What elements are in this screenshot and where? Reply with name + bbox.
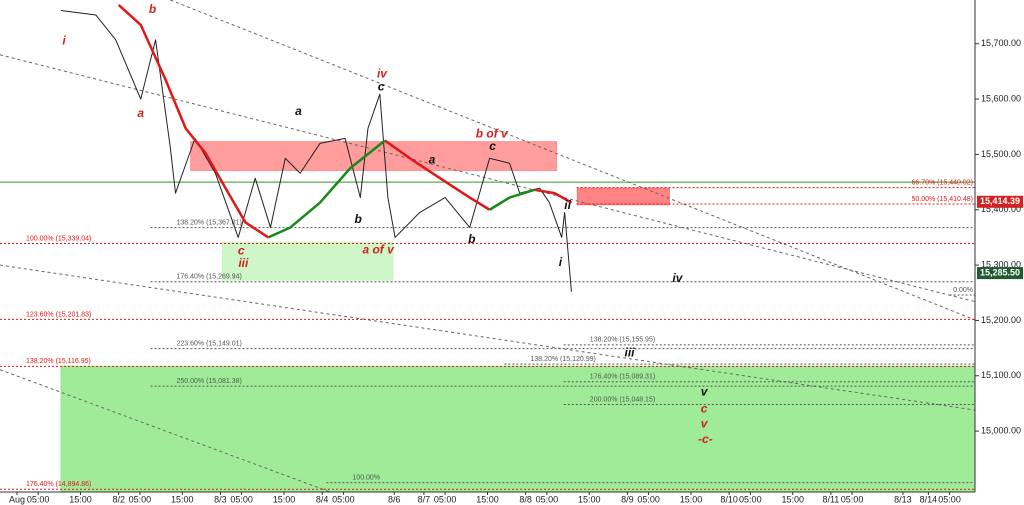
fib-label: 176.40% (15,269.94)	[176, 274, 241, 281]
fib-label: 223.60% (15,149.01)	[176, 340, 241, 347]
wave-label: b	[355, 212, 362, 226]
x-tick-label: 8/3	[214, 494, 227, 504]
wave-label: -c-	[698, 432, 713, 446]
price-tag-label: 15,414.39	[980, 196, 1020, 206]
wave-label: a	[429, 153, 436, 167]
wave-label: i	[62, 34, 66, 48]
x-tick-label: 15:00	[781, 494, 804, 504]
wave-label: ii	[564, 198, 571, 212]
wave-label: b	[468, 232, 475, 246]
price-tag-label: 15,285.50	[980, 267, 1020, 277]
fib-label: 200.00% (15,048.15)	[590, 396, 655, 403]
trendline	[0, 369, 331, 493]
fib-label: 100.00% (15,339.04)	[26, 235, 91, 242]
y-tick-label: 15,700.00	[981, 38, 1021, 48]
fib-label: 250.00% (15,081.38)	[176, 378, 241, 385]
trendline	[0, 54, 976, 303]
x-tick-label: 8/6	[388, 494, 401, 504]
wave-label: i	[559, 255, 563, 269]
fib-label: 100.00%	[352, 474, 380, 481]
x-tick-label: 05:00	[938, 494, 961, 504]
x-tick-label: 05:00	[536, 494, 559, 504]
wave-label: b	[149, 2, 156, 16]
zone	[222, 241, 394, 281]
wave-label: iii	[625, 345, 636, 359]
trendline	[0, 264, 976, 411]
y-tick-label: 15,100.00	[981, 370, 1021, 380]
fib-label: 66.70% (15,440.02)	[912, 179, 974, 186]
wave-label: c	[701, 402, 708, 416]
zone	[190, 141, 558, 171]
price	[60, 10, 572, 292]
fib-label: 138.20% (15,116.95)	[26, 358, 91, 365]
x-tick-label: 8/11	[822, 494, 839, 504]
x-tick-label: 8/7	[418, 494, 431, 504]
x-tick-label: 8/14	[920, 494, 938, 504]
x-tick-label: 8/9	[621, 494, 634, 504]
fib-label: 176.40% (14,894.86)	[26, 481, 91, 488]
y-tick-label: 15,200.00	[981, 315, 1021, 325]
y-tick-label: 15,600.00	[981, 93, 1021, 103]
wave-label: c	[378, 80, 385, 94]
x-tick-label: 05:00	[332, 494, 355, 504]
x-tick-label: 15:00	[171, 494, 194, 504]
wave-label: iii	[238, 256, 249, 270]
wave-label: a	[295, 104, 302, 118]
wave-label: iv	[377, 66, 388, 80]
moving-average	[117, 4, 573, 239]
x-tick-label: 05:00	[637, 494, 660, 504]
x-tick-label: 05:00	[841, 494, 864, 504]
wave-label: c	[489, 139, 496, 153]
x-tick-label: 05:00	[230, 494, 253, 504]
x-tick-label: 8/4	[316, 494, 329, 504]
wave-label: b of v	[476, 127, 509, 141]
y-tick-label: 15,500.00	[981, 149, 1021, 159]
x-tick-label: Aug	[9, 494, 25, 504]
y-tick-label: 15,400.00	[981, 204, 1021, 214]
fib-label: 50.00% (15,410.48)	[912, 196, 974, 203]
y-tick-label: 15,000.00	[981, 425, 1021, 435]
price-tag	[977, 267, 1023, 280]
x-tick-label: 05:00	[434, 494, 457, 504]
x-tick-label: 15:00	[680, 494, 703, 504]
x-tick-label: 8/8	[519, 494, 532, 504]
wave-label: c	[238, 243, 245, 257]
wave-label: v	[701, 385, 709, 399]
wave-label: iv	[672, 271, 683, 285]
price-tag	[977, 195, 1023, 208]
zone	[60, 365, 976, 493]
fib-label: 176.40% (15,089.31)	[590, 374, 655, 381]
y-tick-label: 15,300.00	[981, 259, 1021, 269]
fib-label: 138.20% (15,367.81)	[176, 219, 241, 226]
wave-label: a of v	[362, 242, 395, 256]
zone	[576, 187, 670, 206]
x-tick-label: 8/10	[720, 494, 738, 504]
x-tick-label: 15:00	[476, 494, 499, 504]
fib-label: 138.20% (15,120.99)	[530, 356, 595, 363]
trendline	[170, 0, 976, 321]
fib-label: 123.60% (15,201.83)	[26, 311, 91, 318]
x-tick-label: 05:00	[27, 494, 50, 504]
x-tick-label: 05:00	[129, 494, 152, 504]
x-tick-label: 8/13	[894, 494, 912, 504]
x-tick-label: 15:00	[578, 494, 601, 504]
x-tick-label: 05:00	[739, 494, 762, 504]
moving-average	[267, 139, 535, 239]
x-tick-label: 8/2	[112, 494, 125, 504]
wave-label: a	[137, 106, 144, 120]
x-tick-label: 15:00	[273, 494, 296, 504]
fib-label: 0.00%	[953, 287, 973, 294]
wave-label: v	[701, 417, 709, 431]
fib-label: 138.20% (15,155.95)	[590, 337, 655, 344]
x-tick-label: 15:00	[69, 494, 92, 504]
